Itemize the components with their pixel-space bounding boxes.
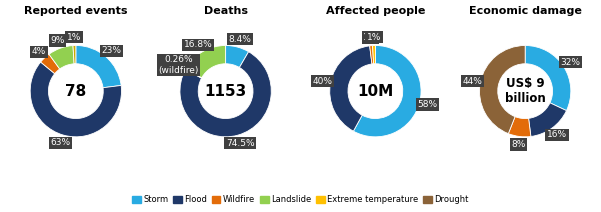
Wedge shape bbox=[330, 46, 372, 131]
Wedge shape bbox=[480, 46, 525, 134]
Text: 44%: 44% bbox=[462, 77, 482, 86]
Text: 16%: 16% bbox=[547, 130, 567, 139]
Text: 10M: 10M bbox=[357, 84, 394, 99]
Text: 63%: 63% bbox=[50, 138, 71, 147]
Wedge shape bbox=[373, 46, 376, 64]
Text: 23%: 23% bbox=[102, 46, 121, 55]
Wedge shape bbox=[525, 46, 571, 111]
Wedge shape bbox=[529, 103, 567, 137]
Text: 1%: 1% bbox=[67, 33, 81, 42]
Wedge shape bbox=[508, 117, 531, 137]
Wedge shape bbox=[225, 46, 249, 67]
Wedge shape bbox=[370, 46, 374, 64]
Legend: Storm, Flood, Wildfire, Landslide, Extreme temperature, Drought: Storm, Flood, Wildfire, Landslide, Extre… bbox=[129, 192, 472, 208]
Wedge shape bbox=[49, 46, 74, 69]
Wedge shape bbox=[180, 52, 271, 137]
Text: 32%: 32% bbox=[561, 58, 581, 67]
Wedge shape bbox=[41, 54, 59, 74]
Wedge shape bbox=[73, 46, 76, 64]
Text: 78: 78 bbox=[66, 84, 87, 99]
Title: Affected people: Affected people bbox=[326, 6, 425, 16]
Title: Reported events: Reported events bbox=[24, 6, 127, 16]
Wedge shape bbox=[76, 46, 121, 88]
Text: 1%: 1% bbox=[367, 33, 381, 42]
Text: 1%: 1% bbox=[363, 33, 377, 42]
Text: 9%: 9% bbox=[50, 36, 65, 45]
Text: 58%: 58% bbox=[418, 100, 438, 109]
Text: 16.8%: 16.8% bbox=[184, 40, 213, 49]
Text: US$ 9
billion: US$ 9 billion bbox=[505, 77, 546, 105]
Text: 0.26%
(wildfire): 0.26% (wildfire) bbox=[158, 55, 198, 75]
Text: 4%: 4% bbox=[32, 47, 46, 56]
Text: 8%: 8% bbox=[511, 140, 526, 149]
Text: 1153: 1153 bbox=[204, 84, 247, 99]
Title: Economic damage: Economic damage bbox=[469, 6, 582, 16]
Text: 8.4%: 8.4% bbox=[228, 35, 251, 44]
Text: 74.5%: 74.5% bbox=[226, 139, 254, 148]
Wedge shape bbox=[186, 69, 202, 78]
Wedge shape bbox=[30, 62, 121, 137]
Wedge shape bbox=[353, 46, 421, 137]
Title: Deaths: Deaths bbox=[204, 6, 248, 16]
Wedge shape bbox=[186, 46, 225, 78]
Text: 40%: 40% bbox=[313, 77, 332, 86]
